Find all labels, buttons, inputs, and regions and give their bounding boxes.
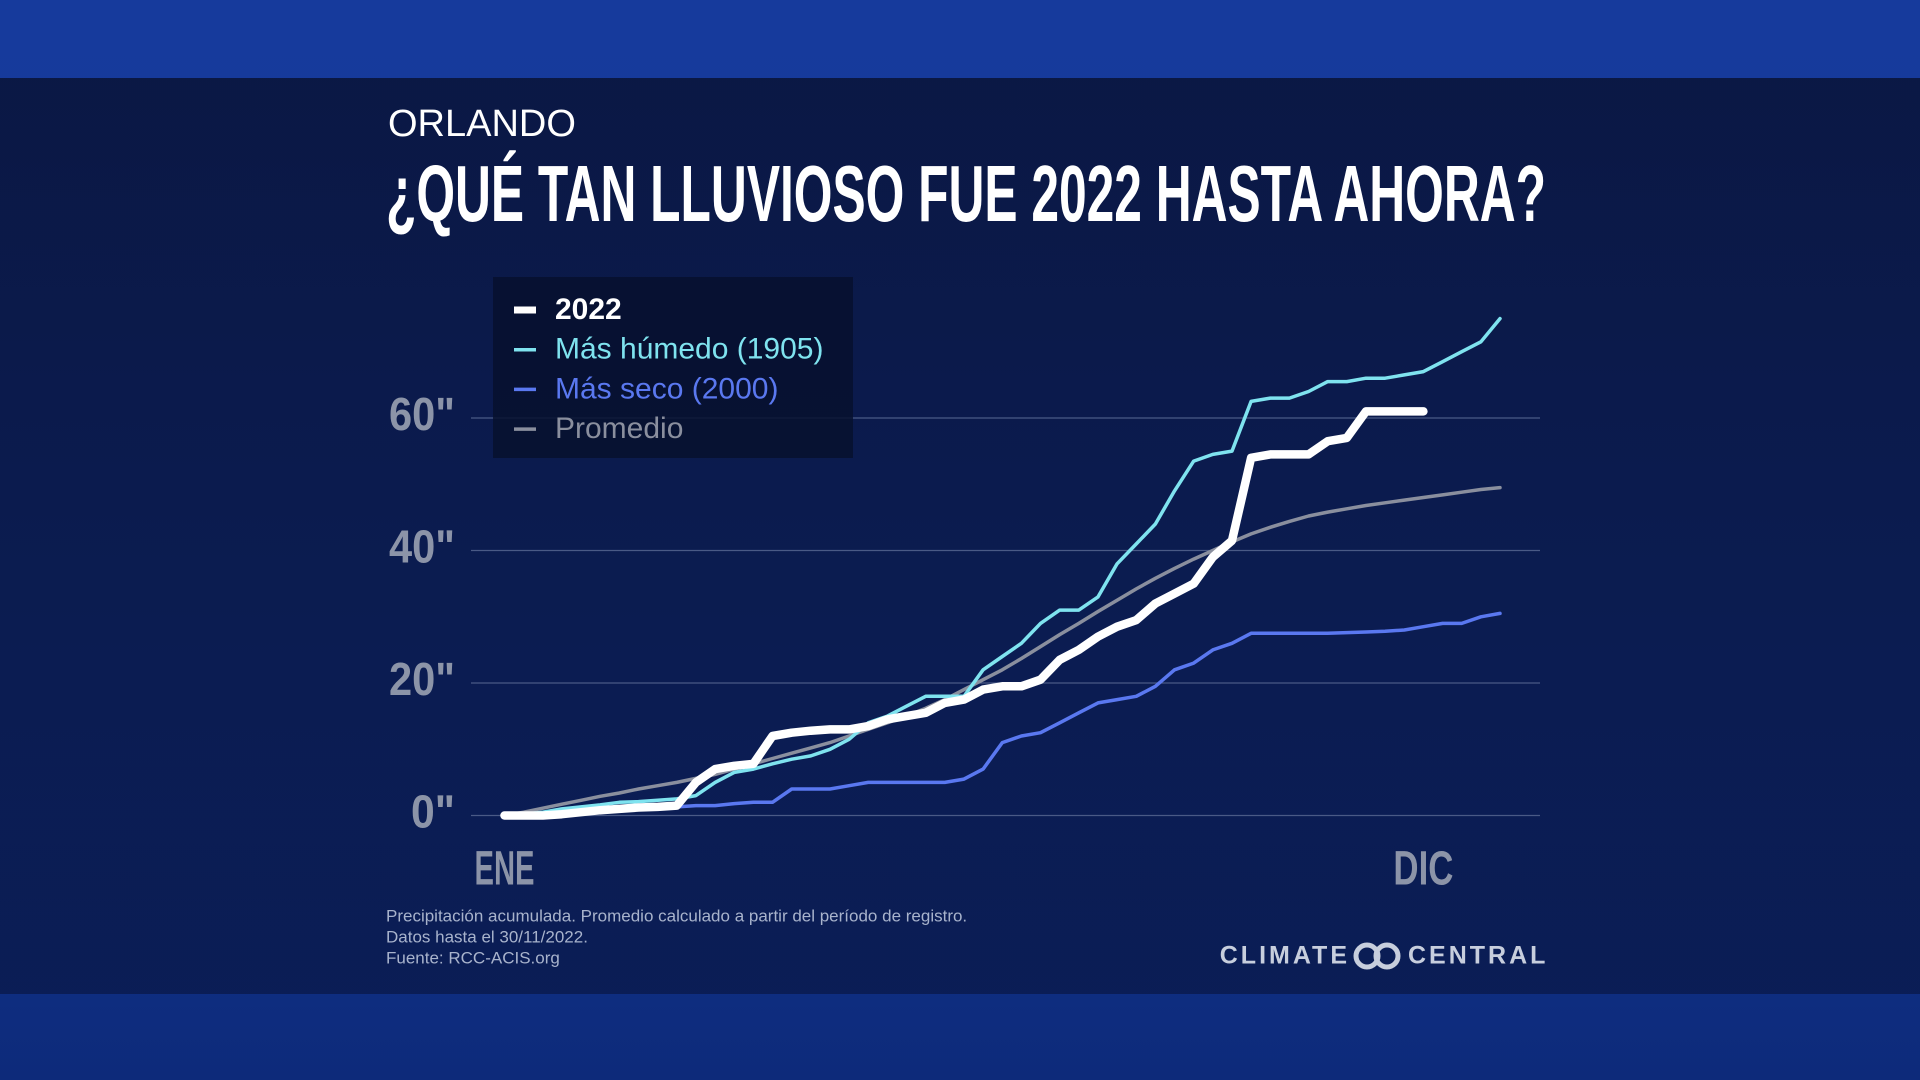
note: Datos hasta el 30/11/2022.: [386, 927, 588, 946]
chart-title: ¿QUÉ TAN LLUVIOSO FUE 2022 HASTA AHORA?: [386, 149, 1546, 238]
legend-label: Más húmedo (1905): [555, 333, 823, 366]
y-tick-label: 20": [389, 653, 455, 705]
logo-text: CENTRAL: [1408, 942, 1548, 970]
y-tick-label: 60": [389, 388, 455, 440]
legend-label: Promedio: [555, 412, 683, 445]
logo-icon: [1353, 942, 1401, 970]
note: Fuente: RCC-ACIS.org: [386, 948, 560, 967]
x-tick-label: ENE: [475, 843, 535, 896]
logo-text: CLIMATE: [1220, 942, 1350, 970]
x-tick-label: DIC: [1393, 843, 1453, 896]
lines: [500, 316, 1502, 820]
legend-box: [493, 277, 853, 458]
legend-label: 2022: [555, 293, 622, 326]
series-line: [502, 316, 1502, 818]
grid: 0" 20" 40" 60" ENE DIC: [389, 388, 1540, 896]
legend-label: Más seco (2000): [555, 372, 778, 405]
y-tick-label: 40": [389, 521, 455, 573]
note: Precipitación acumulada. Promedio calcul…: [386, 906, 967, 925]
y-tick-label: 0": [411, 786, 455, 838]
chart-subtitle: ORLANDO: [388, 103, 576, 145]
series-line: [502, 485, 1502, 818]
series-line: [500, 407, 1428, 820]
panel: [0, 78, 1920, 994]
legend: 2022 Más húmedo (1905) Más seco (2000) Prom…: [493, 277, 853, 458]
